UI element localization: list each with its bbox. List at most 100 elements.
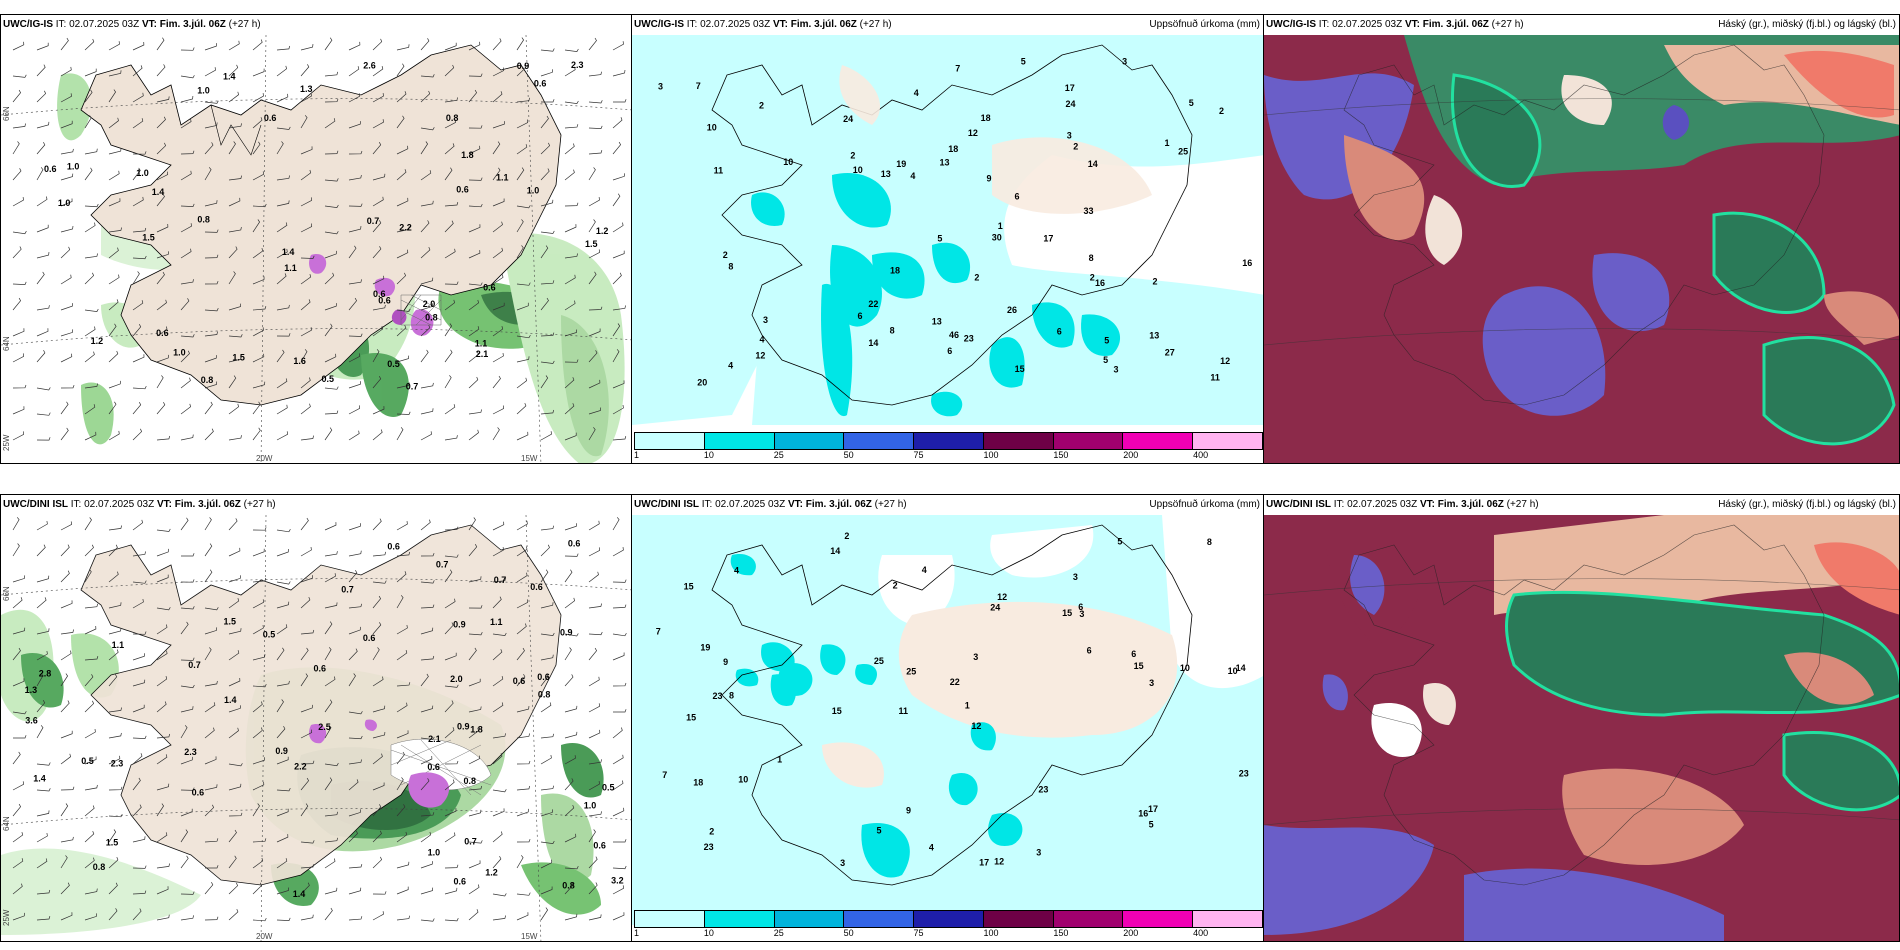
wind-barb — [36, 832, 48, 843]
wind-barb — [204, 543, 213, 557]
value-label: 2.3 — [184, 747, 197, 757]
value-label: 1.5 — [106, 838, 119, 848]
value-label: 1.4 — [282, 247, 295, 257]
wind-barb — [132, 118, 144, 129]
wind-barb — [60, 401, 69, 415]
wind-barb — [348, 916, 363, 921]
wind-barb — [300, 803, 309, 817]
wind-barb — [420, 141, 429, 155]
wind-barb — [444, 404, 456, 415]
wind-barb — [108, 755, 121, 765]
wind-barb — [300, 729, 313, 739]
wind-barb — [540, 409, 555, 415]
wind-barb — [540, 569, 549, 583]
wind-barb — [276, 887, 290, 895]
wind-barb — [108, 813, 123, 818]
wind-barb — [228, 403, 240, 415]
wind-barb — [372, 66, 384, 77]
wind-barb — [228, 547, 241, 557]
wind-barb — [324, 573, 336, 583]
colorbar-swatch — [983, 433, 1054, 449]
wind-barb — [540, 230, 555, 234]
wind-barb — [300, 629, 315, 635]
wind-barb — [324, 811, 339, 817]
wind-barb — [228, 246, 238, 259]
wind-barb — [444, 248, 456, 259]
wind-barb — [564, 882, 574, 895]
value-label: 4 — [910, 171, 915, 181]
wind-barb — [348, 66, 360, 77]
wind-barb — [444, 349, 453, 363]
wind-barb — [180, 223, 192, 233]
wind-barb — [252, 203, 267, 208]
wind-barb — [60, 786, 75, 791]
colorbar-swatch — [1053, 433, 1124, 449]
value-label: 5 — [1149, 820, 1154, 830]
colorbar-label: 400 — [1193, 450, 1209, 460]
wind-barb — [132, 227, 147, 233]
wind-barb — [420, 655, 435, 661]
value-label: 2 — [893, 581, 898, 591]
wind-barb — [204, 229, 219, 233]
wind-barb — [156, 116, 166, 129]
wind-barb — [108, 430, 120, 441]
value-label: 8 — [1089, 253, 1094, 263]
colorbar-swatch — [635, 433, 705, 449]
wind-barb — [84, 603, 99, 609]
wind-barb — [252, 117, 263, 129]
wind-barb — [372, 580, 387, 584]
wind-barb — [420, 861, 433, 869]
wind-barb — [348, 626, 361, 635]
value-label: 3 — [1079, 609, 1084, 619]
wind-barb — [60, 882, 70, 895]
wind-barb — [12, 517, 20, 531]
value-label: 0.9 — [457, 722, 470, 732]
wind-barb — [108, 380, 121, 389]
wind-barb — [420, 580, 435, 584]
wind-barb — [60, 912, 73, 921]
wind-barb — [276, 404, 288, 415]
colorbar-label: 150 — [1053, 928, 1069, 938]
wind-barb — [564, 866, 579, 870]
wind-barb — [12, 575, 26, 583]
value-label: 1.0 — [173, 348, 186, 358]
wind-barb — [420, 519, 431, 531]
wind-barb — [60, 427, 69, 441]
wind-barb — [396, 272, 407, 285]
wind-barb — [36, 328, 49, 337]
wind-barb — [252, 219, 261, 233]
value-label: 18 — [890, 266, 900, 276]
wind-barb — [516, 119, 529, 129]
wind-barb — [132, 255, 147, 260]
value-label: 1.1 — [490, 617, 503, 627]
wind-barb — [612, 547, 624, 557]
wind-barb — [132, 551, 146, 557]
wind-barb — [396, 521, 408, 531]
wind-barb — [588, 781, 600, 791]
wind-barb — [540, 886, 553, 895]
wind-barb — [324, 725, 332, 739]
wind-barb — [396, 355, 410, 363]
wind-barb — [372, 93, 384, 103]
wind-barb — [180, 150, 195, 155]
value-label: 0.9 — [453, 619, 466, 629]
wind-barb — [60, 37, 69, 51]
wind-barb — [492, 375, 501, 389]
panel-title: UWC/DINI ISL IT: 02.07.2025 03Z VT: Fim.… — [1264, 495, 1899, 515]
colorbar-label: 200 — [1123, 450, 1139, 460]
wind-barb — [228, 812, 243, 817]
wind-barb — [396, 730, 409, 739]
value-label: 19 — [896, 159, 906, 169]
wind-barb — [180, 248, 192, 259]
wind-barb — [420, 604, 435, 609]
wind-barb — [108, 89, 117, 103]
wind-barb — [108, 274, 120, 285]
wind-barb — [372, 731, 386, 739]
wind-barb — [588, 856, 598, 869]
value-label: 23 — [1239, 768, 1249, 778]
wind-barb — [252, 401, 261, 415]
wind-barb — [372, 911, 384, 921]
value-label: 0.6 — [156, 328, 169, 338]
value-label: 9 — [906, 806, 911, 816]
wind-barb — [108, 602, 122, 609]
